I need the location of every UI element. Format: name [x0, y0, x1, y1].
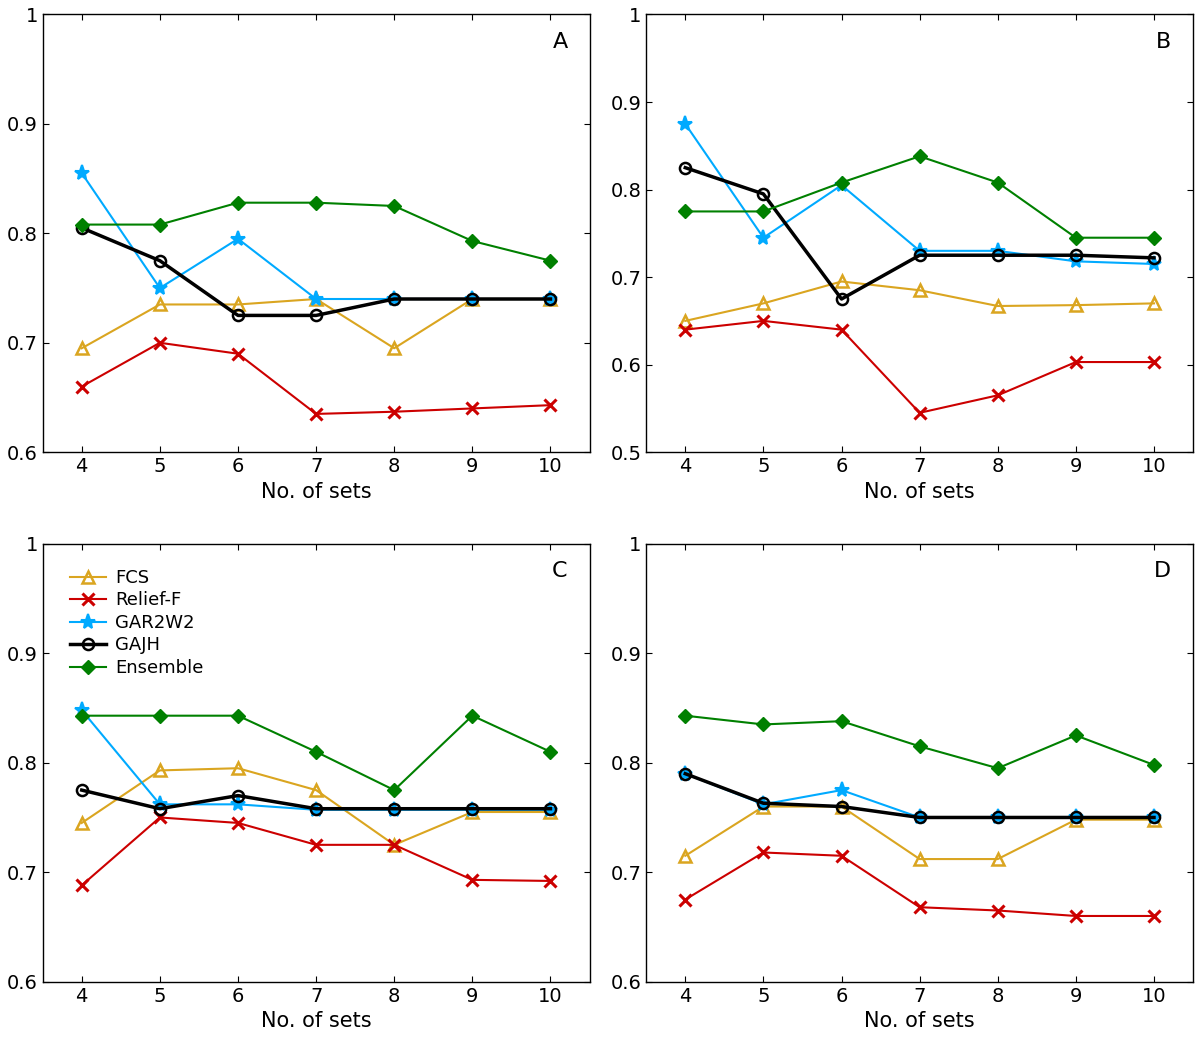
Text: A: A [552, 32, 568, 52]
X-axis label: No. of sets: No. of sets [260, 1011, 372, 1031]
X-axis label: No. of sets: No. of sets [260, 482, 372, 501]
Legend: FCS, Relief-F, GAR2W2, GAJH, Ensemble: FCS, Relief-F, GAR2W2, GAJH, Ensemble [62, 562, 211, 684]
Text: B: B [1156, 32, 1171, 52]
X-axis label: No. of sets: No. of sets [864, 482, 974, 501]
Text: C: C [552, 562, 568, 581]
Text: D: D [1154, 562, 1171, 581]
X-axis label: No. of sets: No. of sets [864, 1011, 974, 1031]
